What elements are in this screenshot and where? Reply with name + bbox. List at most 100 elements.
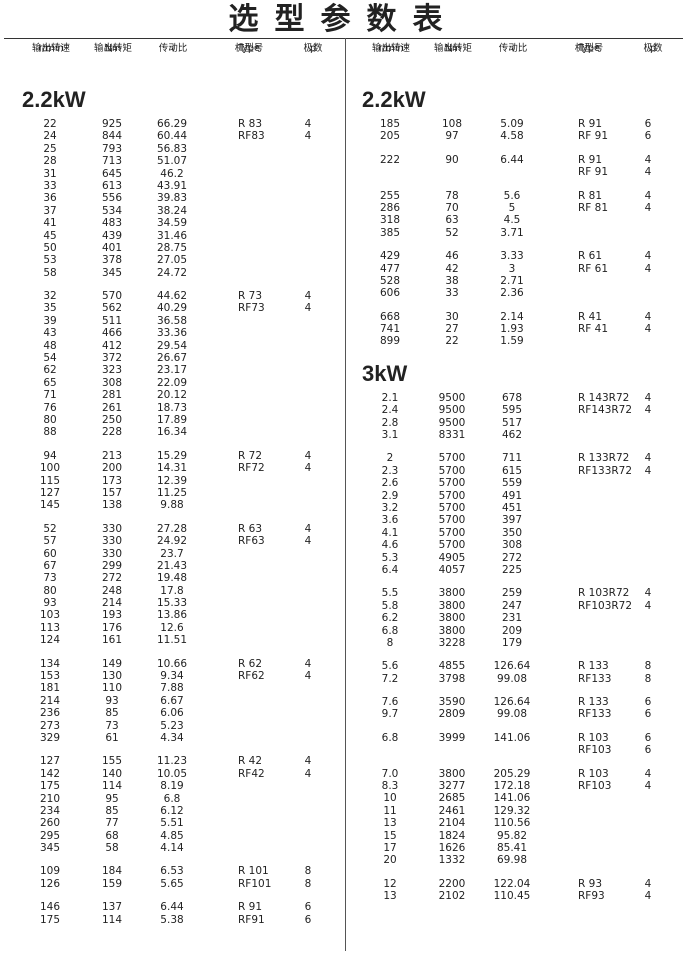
table-row: 214 93 6.67 (2, 695, 342, 707)
table-row: 71 281 20.12 (2, 389, 342, 401)
cell-i: 19.48 (156, 572, 188, 585)
cell-p: 6 (644, 118, 652, 130)
divider (345, 38, 346, 951)
cell-i: 491 (501, 489, 523, 502)
cell-n: 31 (43, 167, 57, 180)
cell-n: 2.8 (381, 416, 399, 429)
header-row: 输出转速 r/min 输出转矩 Nm 传动比 i 机型号 Type 极数 p (2, 40, 342, 74)
table-row: 103 193 13.86 (2, 609, 342, 621)
cell-t: 5700 (438, 489, 466, 502)
cell-n: 260 (39, 817, 61, 830)
cell-i: 6.44 (160, 901, 184, 914)
cell-t: 184 (101, 865, 123, 878)
cell-n: 22 (43, 118, 57, 130)
cell-t: 412 (101, 339, 123, 352)
cell-i: 17.89 (156, 413, 188, 426)
cell-i: 179 (501, 636, 523, 649)
cell-p: 6 (644, 696, 652, 709)
cell-n: 13 (383, 890, 397, 903)
cell-type: R 73 (238, 290, 262, 303)
table-row: 2.1 9500 678 R 143R72 4 (342, 392, 682, 404)
cell-n: 134 (39, 657, 61, 670)
table-row: 41 483 34.59 (2, 217, 342, 229)
table-row: 236 85 6.06 (2, 707, 342, 719)
cell-i: 99.08 (496, 672, 528, 685)
cell-t: 52 (445, 226, 459, 239)
header-cn: 传动比 (158, 43, 188, 54)
cell-type: RF42 (238, 767, 265, 780)
cell-i: 27.05 (156, 254, 188, 267)
cell-n: 52 (43, 522, 57, 535)
cell-type: R 91 (238, 901, 262, 914)
row-group: 32 570 44.62 R 73 4 35 562 40.29 RF73 4 39 511 36.58… (2, 290, 342, 439)
table-row: 385 52 3.71 (342, 227, 682, 239)
cell-type: RF91 (238, 913, 265, 926)
cell-type: RF62 (238, 670, 265, 683)
cell-n: 10 (383, 792, 397, 805)
cell-i: 43.91 (156, 179, 188, 192)
table-row: 39 511 36.58 (2, 315, 342, 327)
table-row: 7.0 3800 205.29 R 103 4 (342, 768, 682, 780)
cell-p: 4 (644, 250, 652, 263)
cell-t: 3800 (438, 624, 466, 637)
cell-t: 42 (445, 262, 459, 275)
header-unit: Nm (104, 43, 122, 54)
cell-p: 4 (644, 452, 652, 465)
cell-p: 4 (644, 877, 652, 890)
table-row: 5.8 3800 247 RF103R72 4 (342, 600, 682, 612)
cell-t: 149 (101, 657, 123, 670)
cell-n: 3.6 (381, 514, 399, 527)
cell-i: 141.06 (493, 792, 531, 805)
table-row: 32 570 44.62 R 73 4 (2, 290, 342, 302)
table-row: 48 412 29.54 (2, 340, 342, 352)
cell-n: 8 (386, 636, 394, 649)
cell-t: 4905 (438, 551, 466, 564)
cell-type: RF103 (578, 780, 612, 793)
table-row: 205 97 4.58 RF 91 6 (342, 130, 682, 142)
cell-p: 4 (304, 302, 312, 315)
table-row: 54 372 26.67 (2, 352, 342, 364)
cell-t: 378 (101, 254, 123, 267)
cell-t: 38 (445, 274, 459, 287)
cell-t: 85 (105, 707, 119, 720)
cell-n: 127 (39, 755, 61, 768)
cell-i: 34.59 (156, 217, 188, 230)
cell-p: 4 (304, 657, 312, 670)
cell-i: 5.09 (500, 118, 524, 130)
cell-i: 247 (501, 599, 523, 612)
cell-t: 73 (105, 719, 119, 732)
table-row: 94 213 15.29 R 72 4 (2, 450, 342, 462)
cell-n: 477 (379, 262, 401, 275)
table-row: 124 161 11.51 (2, 634, 342, 646)
cell-type: R 93 (578, 877, 602, 890)
cell-i: 26.67 (156, 352, 188, 365)
cell-t: 157 (101, 486, 123, 499)
cell-n: 142 (39, 767, 61, 780)
cell-i: 12.6 (160, 621, 184, 634)
cell-n: 295 (39, 829, 61, 842)
cell-p: 4 (644, 404, 652, 417)
cell-t: 22 (445, 335, 459, 348)
cell-i: 110.56 (493, 817, 531, 830)
cell-type: RF 61 (578, 262, 609, 275)
section-heading: 2.2kW (362, 87, 426, 112)
cell-i: 6.12 (160, 804, 184, 817)
cell-t: 556 (101, 192, 123, 205)
cell-n: 2.6 (381, 477, 399, 490)
cell-type: R 133 (578, 696, 609, 709)
cell-n: 45 (43, 229, 57, 242)
cell-p: 4 (644, 189, 652, 202)
row-group: 127 155 11.23 R 42 4 142 140 10.05 RF42 4 175 114 8.… (2, 755, 342, 854)
cell-t: 110 (101, 682, 123, 695)
cell-t: 372 (101, 352, 123, 365)
cell-t: 108 (441, 118, 463, 130)
cell-t: 9500 (438, 404, 466, 417)
cell-type: R 101 (238, 865, 269, 878)
table-row: 899 22 1.59 (342, 335, 682, 347)
table-row: 3.1 8331 462 (342, 429, 682, 441)
cell-t: 308 (101, 376, 123, 389)
table-row: 6.4 4057 225 (342, 564, 682, 576)
table-row: 146 137 6.44 R 91 6 (2, 901, 342, 913)
cell-p: 8 (644, 660, 652, 673)
